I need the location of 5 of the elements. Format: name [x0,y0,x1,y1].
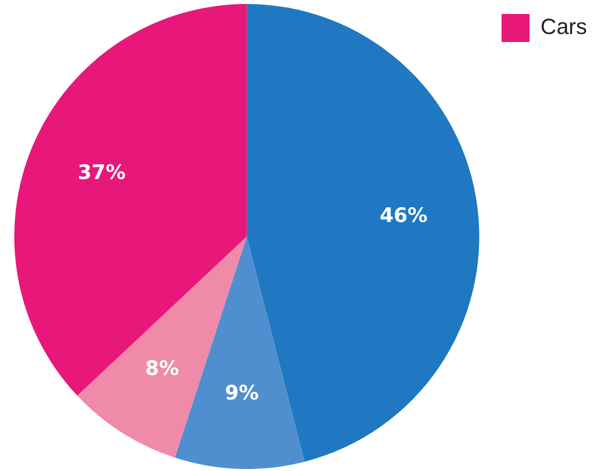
legend-label: Cars [540,14,588,40]
data-label: 37% [78,160,126,184]
data-label: 9% [224,380,259,405]
data-label: 8% [145,356,180,380]
data-label: 46% [380,202,428,227]
